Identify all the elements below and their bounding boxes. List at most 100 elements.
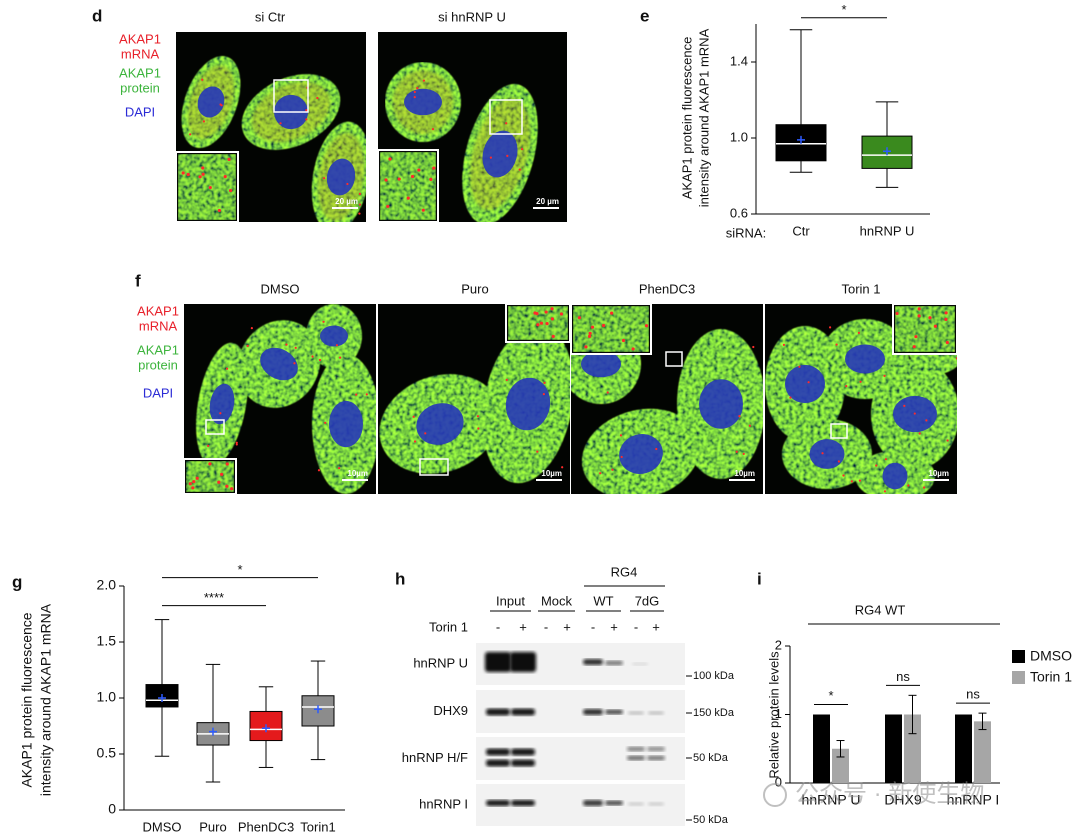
- inset-dot: [217, 480, 221, 484]
- inset-dot: [201, 166, 205, 170]
- inset-dot: [631, 347, 635, 351]
- x-tick-label: Puro: [199, 819, 226, 834]
- inset-content: [380, 152, 436, 220]
- inset-dot: [230, 487, 234, 491]
- rna-dot: [365, 393, 368, 396]
- rna-dot: [536, 450, 539, 453]
- rna-dot: [505, 122, 508, 125]
- region-box: [830, 423, 848, 439]
- rna-dot: [294, 346, 297, 349]
- region-box: [205, 419, 225, 435]
- column-title: si Ctr: [255, 9, 286, 24]
- significance: *: [237, 562, 242, 577]
- inset-dot: [186, 172, 190, 177]
- panel-label: e: [640, 6, 649, 25]
- inset-dot: [208, 185, 212, 190]
- rna-dot: [305, 109, 308, 112]
- nucleus: [785, 364, 825, 404]
- stain-label: AKAP1: [119, 65, 161, 80]
- group-label: RG4: [611, 564, 638, 579]
- rna-dot: [859, 380, 862, 383]
- rna-dot: [782, 343, 786, 346]
- rna-dot: [542, 393, 545, 396]
- inset-dot: [944, 311, 948, 315]
- rna-dot: [798, 365, 801, 368]
- inset-dot: [181, 171, 185, 175]
- band: [486, 708, 510, 716]
- protein-label: DHX9: [433, 703, 468, 718]
- inset-dot: [220, 472, 224, 476]
- sign: -: [496, 619, 500, 634]
- mean: [314, 705, 322, 714]
- rna-dot: [875, 464, 878, 467]
- inset-dot: [192, 479, 196, 484]
- nucleus: [505, 377, 551, 431]
- nucleus: [699, 379, 743, 429]
- nucleus: [416, 403, 464, 445]
- x-axis-label: siRNA:: [726, 225, 766, 240]
- rna-dot: [606, 391, 609, 394]
- rna-dot: [416, 87, 419, 90]
- rna-dot: [907, 484, 910, 487]
- band: [627, 755, 645, 761]
- scale-bar-label: 20 µm: [335, 197, 358, 206]
- stain-label: protein: [120, 80, 160, 95]
- marker-label: 50 kDa: [693, 814, 729, 826]
- rna-dot: [285, 343, 288, 346]
- inset-dot: [539, 321, 544, 325]
- rna-dot: [883, 490, 887, 493]
- inset-dot: [917, 314, 921, 318]
- rna-dot: [424, 432, 427, 435]
- column-title: DMSO: [261, 281, 300, 296]
- panel-label: h: [395, 569, 405, 588]
- band: [628, 802, 644, 806]
- watermark-logo: [763, 783, 787, 807]
- rna-dot: [279, 122, 282, 125]
- rna-dot: [923, 486, 926, 489]
- inset-frame: [184, 458, 237, 494]
- region-box: [273, 79, 309, 113]
- band: [485, 652, 511, 672]
- scale-bar-label: 10µm: [928, 469, 949, 478]
- inset-dot: [417, 168, 421, 172]
- rna-dot: [543, 381, 546, 384]
- nucleus: [482, 130, 518, 178]
- inset-dot: [933, 324, 938, 328]
- inset-dot: [188, 482, 192, 486]
- rna-dot: [323, 177, 326, 180]
- stain-label: AKAP1: [137, 303, 179, 318]
- bar: [885, 714, 902, 783]
- mean: [158, 694, 166, 702]
- nucleus: [404, 88, 442, 116]
- inset-dot: [601, 323, 606, 328]
- protein-label: hnRNP I: [419, 796, 468, 811]
- significance: ns: [966, 687, 980, 702]
- protein-label: hnRNP U: [413, 655, 468, 670]
- rna-dot: [518, 168, 521, 171]
- rna-dot: [413, 96, 416, 99]
- mean: [883, 147, 891, 156]
- rna-dot: [842, 474, 845, 477]
- rna-dot: [305, 118, 308, 121]
- micrograph: 10µm: [571, 304, 763, 494]
- x-tick-label: Torin1: [300, 819, 335, 834]
- stain-label: DAPI: [143, 385, 173, 400]
- inset-dot: [410, 174, 415, 179]
- micrograph: 10µm: [184, 304, 376, 494]
- y-tick-label: 1.4: [730, 53, 748, 68]
- inset-dot: [551, 334, 555, 338]
- rna-dot: [903, 404, 906, 407]
- inset-dot: [917, 307, 921, 311]
- rna-dot: [883, 374, 886, 377]
- rna-dot: [789, 396, 792, 399]
- rna-dot: [955, 357, 957, 360]
- scale-bar-label: 10µm: [541, 469, 562, 478]
- inset-dot: [536, 323, 540, 327]
- sign: -: [591, 619, 595, 634]
- inset-frame: [571, 304, 652, 355]
- band: [583, 709, 603, 715]
- rna-dot: [655, 447, 658, 451]
- inset-frame: [176, 151, 239, 222]
- column-title: Puro: [461, 281, 488, 296]
- inset-dot: [406, 196, 410, 200]
